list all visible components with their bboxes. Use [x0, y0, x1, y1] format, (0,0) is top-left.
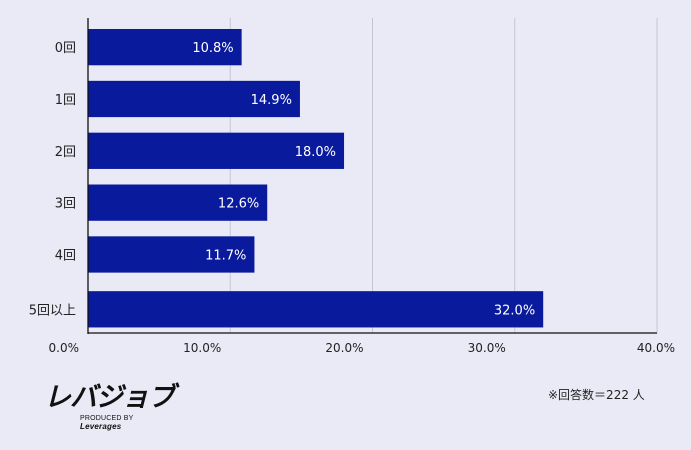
logo-tagline-prefix: PRODUCED BY: [80, 415, 134, 422]
logo-tagline-brand: Leverages: [80, 422, 122, 431]
logo-tagline: PRODUCED BY Leverages: [80, 415, 174, 431]
bar-value-label: 18.0%: [295, 145, 336, 160]
bar: [88, 80, 300, 118]
bar: [88, 29, 242, 66]
x-tick-label: 40.0%: [637, 341, 675, 355]
x-tick-label: 0.0%: [49, 341, 80, 355]
bar-value-label: 14.9%: [251, 93, 292, 108]
levajob-logo: レバジョブ PRODUCED BY Leverages: [44, 382, 175, 432]
category-label: 2回: [55, 145, 76, 160]
x-tick-label: 20.0%: [325, 341, 363, 355]
bar: [88, 184, 268, 221]
bar: [88, 291, 544, 328]
bar: [88, 236, 255, 273]
bar-value-label: 10.8%: [192, 41, 233, 56]
category-label: 4回: [55, 248, 76, 263]
x-tick-label: 30.0%: [468, 341, 506, 355]
category-label: 3回: [55, 197, 76, 212]
logo-wordmark: レバジョブ: [44, 382, 175, 413]
category-label: 5回以上: [29, 303, 76, 318]
category-label: 1回: [55, 93, 76, 108]
bar-value-label: 11.7%: [205, 248, 246, 263]
respondent-count-note: ※回答数＝222 人: [548, 388, 645, 402]
bar: [88, 132, 345, 169]
bar-value-label: 12.6%: [218, 197, 259, 212]
category-label: 0回: [55, 41, 76, 56]
x-tick-label: 10.0%: [183, 341, 221, 355]
bar-value-label: 32.0%: [494, 303, 535, 318]
